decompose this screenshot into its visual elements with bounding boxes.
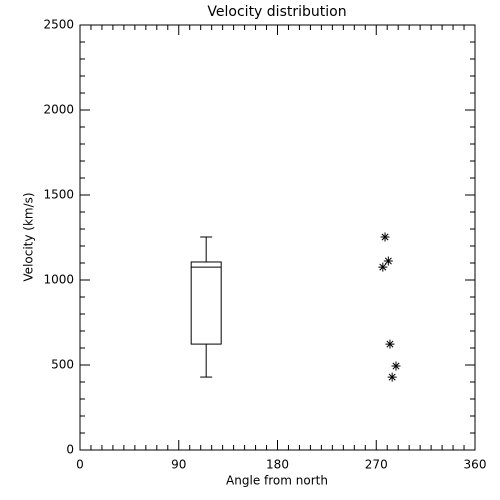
y-tick-label: 500: [51, 358, 74, 372]
x-tick-label: 270: [365, 458, 388, 472]
x-tick-label: 360: [464, 458, 487, 472]
x-tick-label: 0: [76, 458, 84, 472]
point: [391, 361, 401, 371]
x-tick-label: 180: [266, 458, 289, 472]
y-tick-label: 1000: [43, 273, 74, 287]
point: [378, 262, 388, 272]
y-tick-label: 0: [66, 443, 74, 457]
y-tick-label: 1500: [43, 188, 74, 202]
point: [380, 232, 390, 242]
point: [385, 339, 395, 349]
x-tick-label: 90: [171, 458, 186, 472]
y-axis-label: Velocity (km/s): [22, 192, 36, 281]
y-tick-label: 2500: [43, 18, 74, 32]
point: [387, 372, 397, 382]
point: [383, 256, 393, 266]
x-axis-label: Angle from north: [226, 474, 328, 488]
chart-title: Velocity distribution: [207, 4, 346, 20]
y-tick-label: 2000: [43, 103, 74, 117]
